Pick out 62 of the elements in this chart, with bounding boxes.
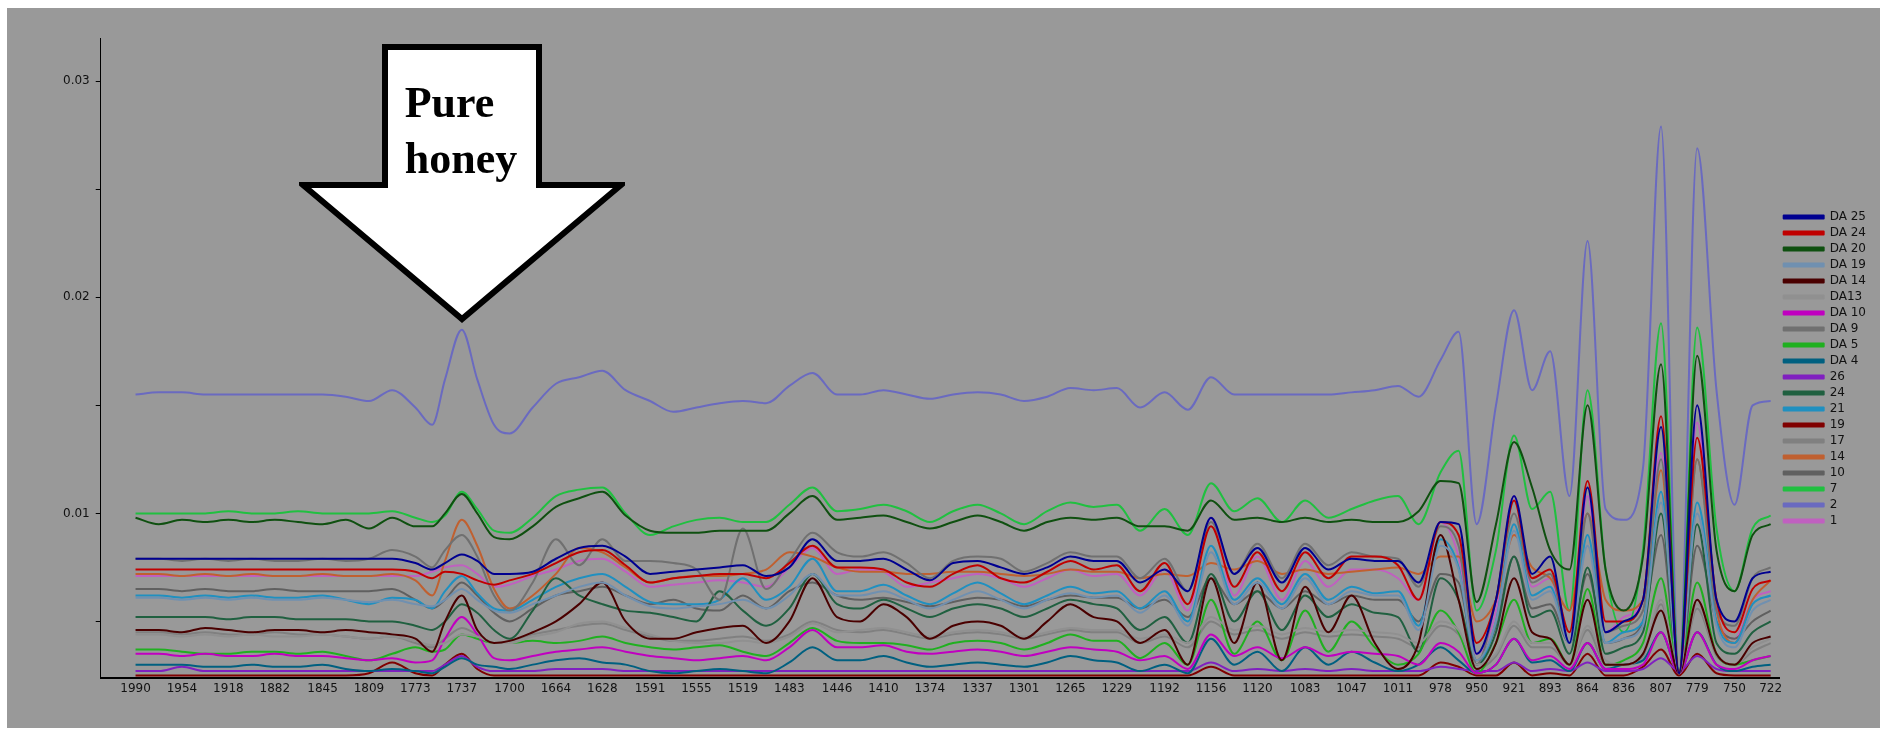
x-tick-label: 1664 (540, 680, 572, 695)
legend-label: DA 20 (1829, 241, 1867, 256)
x-tick-label: 921 (1502, 680, 1526, 695)
x-tick-label: 1882 (259, 680, 291, 695)
legend-label: DA 5 (1829, 337, 1859, 352)
x-tick-label: 864 (1576, 680, 1599, 695)
x-tick-label: 1229 (1101, 680, 1133, 695)
x-tick-label: 1410 (868, 680, 899, 695)
y-tick-label: 0.03 (63, 73, 90, 88)
annotation: Pure honey (404, 77, 519, 186)
x-tick-label: 1809 (353, 680, 385, 695)
x-tick-label: 1301 (1008, 680, 1040, 695)
legend-label: DA 10 (1829, 305, 1867, 320)
x-tick-label: 893 (1538, 680, 1562, 695)
x-tick-label: 1047 (1336, 680, 1367, 695)
x-tick-label: 1446 (821, 680, 853, 695)
x-tick-label: 1156 (1195, 680, 1227, 695)
legend-label: 24 (1829, 385, 1845, 400)
legend-label: 1 (1829, 513, 1838, 528)
legend-label: DA 9 (1829, 321, 1859, 336)
x-tick-label: 1990 (120, 680, 151, 695)
x-tick-label: 1374 (914, 680, 946, 695)
x-tick-label: 1337 (962, 680, 993, 695)
x-tick-label: 1700 (494, 680, 525, 695)
x-tick-label: 1555 (681, 680, 712, 695)
legend-label: 10 (1829, 465, 1845, 480)
x-tick-label: 1954 (166, 680, 198, 695)
y-tick-label: 0.02 (63, 289, 90, 304)
x-tick-label: 1918 (213, 680, 244, 695)
x-tick-label: 1845 (307, 680, 338, 695)
legend-label: 17 (1829, 433, 1845, 448)
x-tick-label: 807 (1649, 680, 1673, 695)
x-tick-label: 836 (1612, 680, 1636, 695)
x-tick-label: 978 (1429, 680, 1452, 695)
legend-label: DA 25 (1829, 209, 1867, 224)
x-tick-label: 1120 (1242, 680, 1273, 695)
x-tick-label: 1265 (1055, 680, 1086, 695)
x-tick-label: 722 (1759, 680, 1783, 695)
legend-label: 26 (1829, 369, 1845, 384)
x-tick-label: 1192 (1149, 680, 1180, 695)
legend-label: DA13 (1829, 289, 1863, 304)
x-tick-label: 1519 (727, 680, 759, 695)
legend-label: 19 (1829, 417, 1845, 432)
legend-label: 21 (1829, 401, 1845, 416)
x-tick-label: 1628 (587, 680, 618, 695)
x-tick-label: 1773 (400, 680, 431, 695)
x-tick-label: 950 (1465, 680, 1489, 695)
y-tick-label: 0.01 (63, 505, 90, 520)
x-tick-label: 1737 (446, 680, 478, 695)
legend-label: DA 4 (1829, 353, 1859, 368)
legend-label: DA 14 (1829, 273, 1867, 288)
legend-label: DA 19 (1829, 257, 1867, 272)
x-tick-label: 779 (1685, 680, 1709, 695)
x-tick-label: 750 (1723, 680, 1746, 695)
legend-label: 7 (1829, 481, 1838, 496)
x-tick-label: 1591 (634, 680, 666, 695)
x-tick-label: 1083 (1289, 680, 1321, 695)
legend-label: 14 (1829, 449, 1845, 464)
x-tick-label: 1011 (1382, 680, 1414, 695)
x-tick-label: 1483 (774, 680, 805, 695)
legend-label: DA 24 (1829, 225, 1867, 240)
legend-label: 2 (1829, 497, 1838, 512)
